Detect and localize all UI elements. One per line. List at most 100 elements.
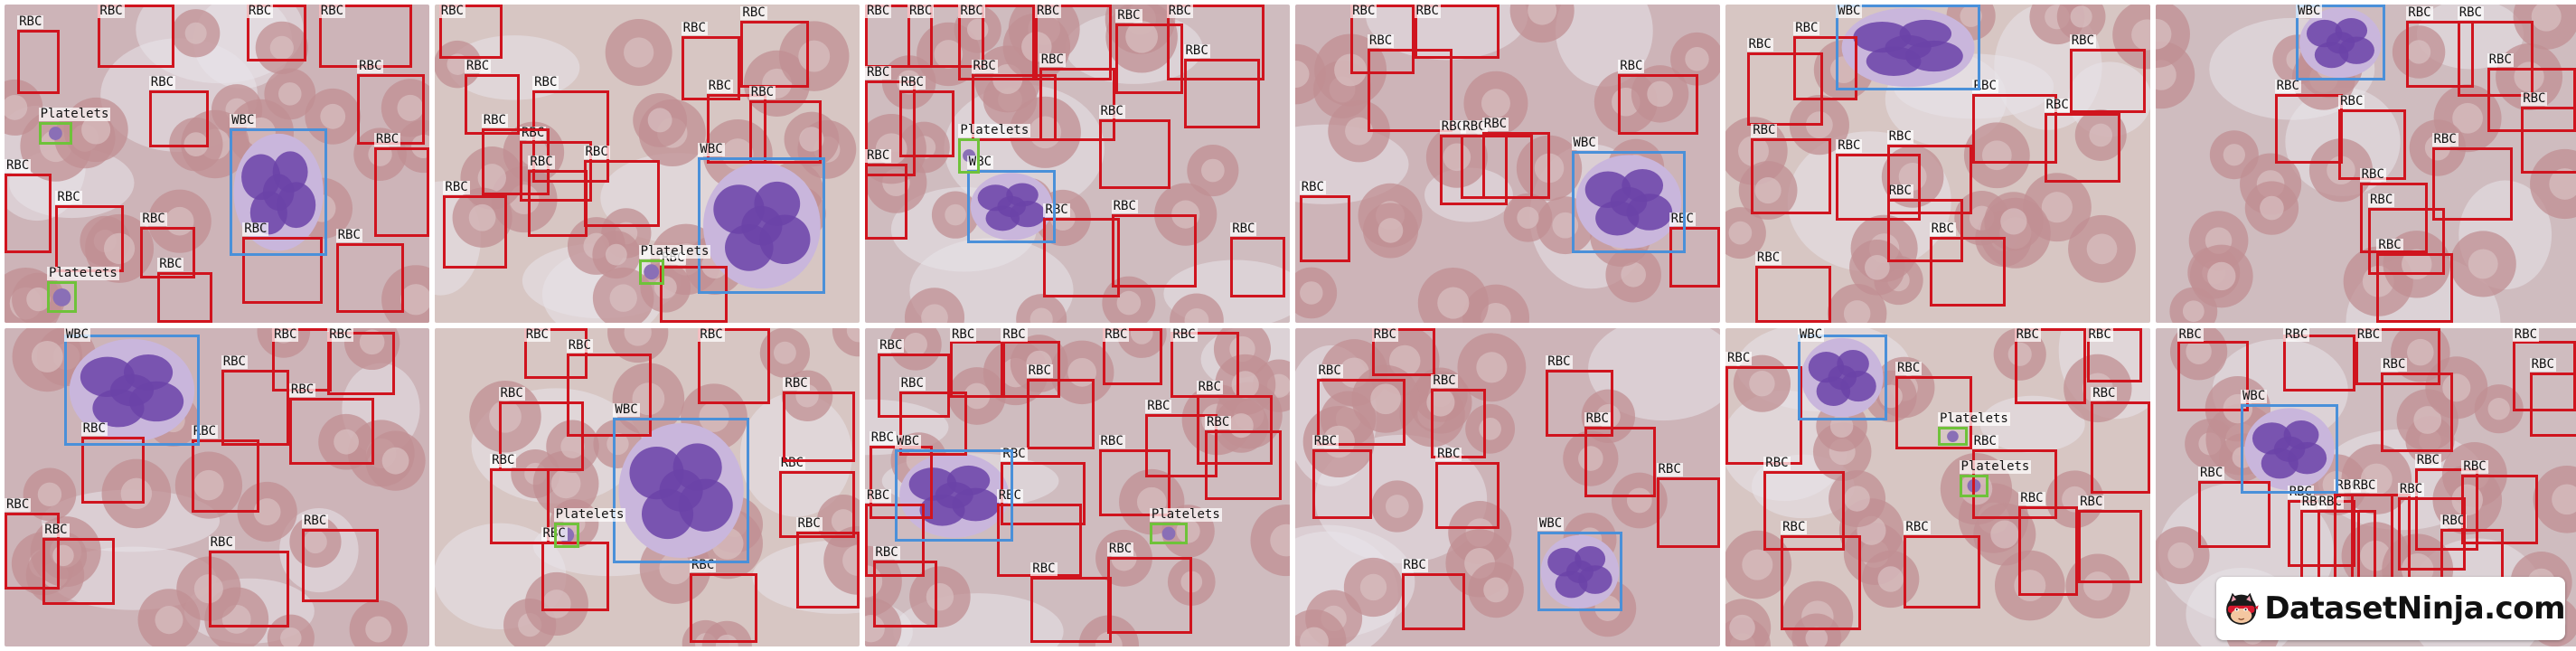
rbc-label: RBC bbox=[878, 338, 905, 354]
rbc-label: RBC bbox=[1043, 202, 1070, 217]
micrograph-tile: RBC RBC RBC RBC RBC RBC RBC RBC RBC RBC RBC WBC bbox=[1725, 5, 2150, 323]
rbc-bounding-box bbox=[950, 341, 1006, 399]
rbc-bounding-box bbox=[2414, 467, 2479, 552]
wbc-bounding-box bbox=[1537, 532, 1622, 612]
wbc-bounding-box bbox=[613, 417, 749, 564]
micrograph-tile: RBC RBC RBC RBC RBC RBC RBC RBC RBC RBC WBC bbox=[5, 328, 429, 646]
rbc-bounding-box bbox=[208, 551, 289, 627]
rbc-label: RBC bbox=[98, 5, 125, 18]
rbc-bounding-box bbox=[246, 5, 306, 62]
brand-name: DatasetNinja.com bbox=[2264, 590, 2565, 627]
rbc-label: RBC bbox=[2198, 465, 2225, 480]
rbc-bounding-box bbox=[2355, 328, 2440, 386]
platelets-label: Platelets bbox=[958, 122, 1031, 137]
brand-watermark: DatasetNinja.com bbox=[2216, 577, 2565, 640]
rbc-label: RBC bbox=[2078, 494, 2105, 509]
platelets-bounding-box bbox=[1959, 474, 1989, 497]
rbc-label: RBC bbox=[1435, 446, 1462, 461]
rbc-bounding-box bbox=[221, 369, 289, 447]
platelets-label: Platelets bbox=[1938, 411, 2010, 427]
rbc-bounding-box bbox=[541, 541, 609, 612]
rbc-label: RBC bbox=[898, 376, 926, 392]
rbc-label: RBC bbox=[2368, 193, 2395, 208]
rbc-label: RBC bbox=[1035, 5, 1062, 18]
rbc-label: RBC bbox=[1618, 59, 1645, 74]
rbc-label: RBC bbox=[1414, 5, 1441, 18]
rbc-label: RBC bbox=[481, 113, 508, 128]
rbc-bounding-box bbox=[1793, 36, 1857, 100]
rbc-bounding-box bbox=[1098, 448, 1171, 516]
rbc-label: RBC bbox=[1401, 558, 1428, 573]
wbc-label: WBC bbox=[894, 433, 922, 448]
rbc-label: RBC bbox=[996, 487, 1023, 503]
rbc-label: RBC bbox=[1904, 519, 1931, 534]
platelets-bounding-box bbox=[1149, 522, 1189, 545]
rbc-label: RBC bbox=[327, 328, 354, 342]
micrograph-tile: RBC RBC RBC RBC RBC RBC RBC RBC RBC WBC bbox=[1295, 328, 1720, 646]
rbc-bounding-box bbox=[140, 227, 196, 278]
rbc-label: RBC bbox=[2521, 90, 2548, 106]
rbc-label: RBC bbox=[2274, 78, 2301, 93]
platelets-bounding-box bbox=[958, 137, 980, 174]
rbc-label: RBC bbox=[1299, 180, 1326, 195]
rbc-label: RBC bbox=[464, 59, 492, 74]
rbc-bounding-box bbox=[2457, 20, 2534, 98]
rbc-bounding-box bbox=[1350, 5, 1415, 75]
rbc-label: RBC bbox=[865, 65, 892, 80]
rbc-label: RBC bbox=[532, 75, 559, 90]
rbc-label: RBC bbox=[583, 145, 610, 160]
wbc-bounding-box bbox=[698, 156, 826, 295]
rbc-bounding-box bbox=[2091, 401, 2150, 495]
rbc-label: RBC bbox=[1103, 328, 1130, 342]
rbc-label: RBC bbox=[971, 59, 998, 74]
rbc-label: RBC bbox=[1886, 128, 1913, 144]
rbc-label: RBC bbox=[1230, 221, 1257, 236]
rbc-bounding-box bbox=[1669, 227, 1720, 288]
rbc-label: RBC bbox=[5, 497, 32, 513]
rbc-label: RBC bbox=[748, 84, 776, 99]
wbc-label: WBC bbox=[230, 113, 257, 128]
rbc-bounding-box bbox=[520, 141, 592, 203]
rbc-label: RBC bbox=[898, 75, 926, 90]
rbc-label: RBC bbox=[2461, 458, 2488, 474]
blood-smear-image bbox=[2156, 5, 2576, 323]
rbc-bounding-box bbox=[1103, 328, 1162, 386]
rbc-bounding-box bbox=[191, 439, 259, 514]
rbc-bounding-box bbox=[1754, 265, 1832, 323]
rbc-label: RBC bbox=[2018, 491, 2045, 506]
rbc-label: RBC bbox=[2355, 328, 2383, 342]
rbc-bounding-box bbox=[698, 328, 771, 405]
rbc-label: RBC bbox=[2086, 328, 2113, 342]
rbc-label: RBC bbox=[681, 21, 708, 36]
rbc-label: RBC bbox=[1312, 433, 1340, 448]
rbc-bounding-box bbox=[1043, 217, 1120, 297]
rbc-label: RBC bbox=[1039, 52, 1066, 68]
rbc-label: RBC bbox=[357, 59, 384, 74]
rbc-label: RBC bbox=[1030, 561, 1058, 576]
micrograph-tile: RBC RBC RBC RBC RBC RBC RBC RBC RBC RBC RBC RBC RBC R… bbox=[2156, 328, 2576, 646]
wbc-label: WBC bbox=[1537, 516, 1565, 532]
rbc-bounding-box bbox=[2368, 208, 2445, 276]
rbc-bounding-box bbox=[438, 5, 503, 59]
rbc-label: RBC bbox=[498, 385, 525, 401]
rbc-bounding-box bbox=[748, 99, 822, 164]
rbc-label: RBC bbox=[795, 516, 823, 532]
rbc-bounding-box bbox=[1886, 198, 1964, 263]
rbc-bounding-box bbox=[1115, 24, 1184, 94]
rbc-bounding-box bbox=[2397, 496, 2467, 571]
rbc-bounding-box bbox=[1781, 534, 1862, 631]
rbc-bounding-box bbox=[464, 74, 520, 136]
rbc-label: RBC bbox=[2091, 385, 2118, 401]
rbc-bounding-box bbox=[1205, 429, 1282, 501]
rbc-label: RBC bbox=[1170, 328, 1198, 342]
wbc-label: WBC bbox=[2296, 5, 2323, 18]
rbc-label: RBC bbox=[42, 523, 70, 538]
rbc-bounding-box bbox=[2521, 106, 2576, 174]
rbc-label: RBC bbox=[1439, 119, 1467, 135]
rbc-label: RBC bbox=[706, 78, 734, 93]
platelets-label: Platelets bbox=[638, 243, 711, 259]
rbc-label: RBC bbox=[2512, 328, 2540, 342]
wbc-bounding-box bbox=[894, 448, 1014, 542]
rbc-label: RBC bbox=[1350, 5, 1377, 18]
micrograph-tile: RBC RBC RBC RBC RBC RBC RBC RBC RBC RBC WBC bbox=[2156, 5, 2576, 323]
